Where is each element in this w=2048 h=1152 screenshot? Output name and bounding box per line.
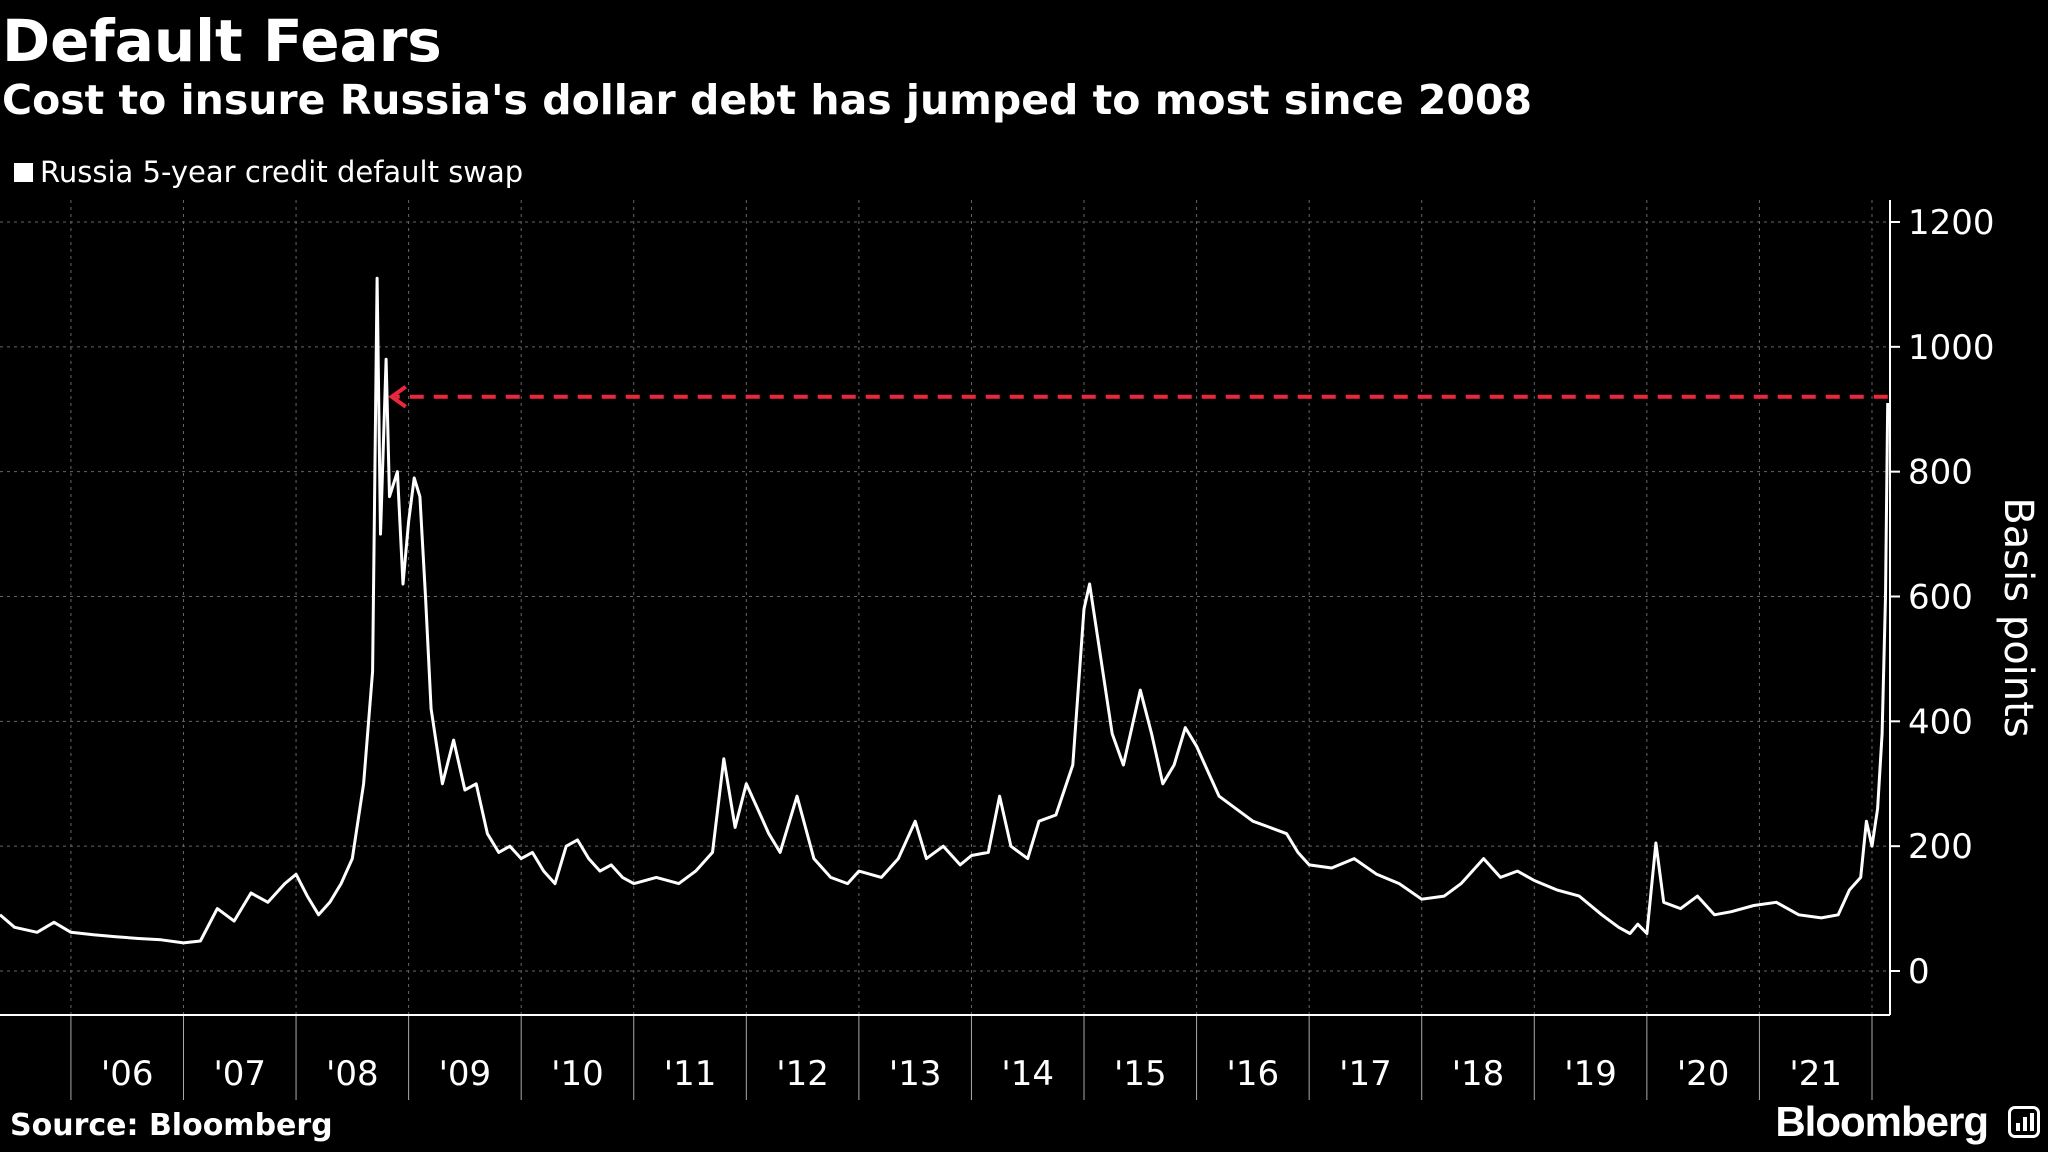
y-tick-label: 0 (1908, 952, 1930, 992)
series-layer (0, 276, 1890, 945)
line-chart: 0 200 400 600 800 1000 1200 '06 '07 '08 '09 '10 '11 '… (0, 200, 2041, 1100)
x-tick-label: '19 (1564, 1054, 1617, 1094)
x-tick-label: '17 (1339, 1054, 1392, 1094)
axes: 0 200 400 600 800 1000 1200 '06 '07 '08 '09 '10 '11 '… (0, 200, 2041, 1100)
series-line (0, 276, 1890, 945)
x-tick-label: '10 (551, 1054, 604, 1094)
x-tick-label: '20 (1677, 1054, 1730, 1094)
x-tick-label: '12 (776, 1054, 829, 1094)
x-tick-label: '21 (1789, 1054, 1842, 1094)
x-tick-label: '11 (664, 1054, 717, 1094)
brand-logo: Bloomberg (1775, 1098, 1989, 1145)
y-tick-label: 800 (1908, 453, 1973, 493)
x-tick-label: '16 (1227, 1054, 1280, 1094)
chart-title: Default Fears (2, 7, 442, 75)
terminal-icon (2008, 1106, 2040, 1138)
legend: Russia 5-year credit default swap (14, 152, 523, 192)
legend-label: Russia 5-year credit default swap (40, 155, 524, 189)
x-tick-label: '14 (1001, 1054, 1054, 1094)
x-tick-label: '15 (1114, 1054, 1167, 1094)
grid (0, 200, 1890, 1015)
legend-swatch (14, 162, 33, 182)
x-tick-label: '07 (213, 1054, 266, 1094)
x-tick-label: '13 (889, 1054, 942, 1094)
y-tick-label: 1000 (1908, 328, 1995, 368)
x-tick-label: '06 (101, 1054, 154, 1094)
y-axis-title: Basis points (1995, 497, 2041, 737)
y-tick-label: 400 (1908, 702, 1973, 742)
x-tick-label: '09 (439, 1054, 492, 1094)
chart-subtitle: Cost to insure Russia's dollar debt has … (2, 76, 1533, 124)
y-tick-label: 1200 (1908, 203, 1995, 243)
annotation-arrowhead (388, 385, 407, 409)
y-tick-label: 200 (1908, 827, 1973, 867)
x-tick-label: '08 (326, 1054, 379, 1094)
annotation-layer (388, 385, 1888, 409)
x-tick-label: '18 (1452, 1054, 1505, 1094)
source-note: Source: Bloomberg (10, 1108, 333, 1143)
y-tick-label: 600 (1908, 578, 1973, 618)
